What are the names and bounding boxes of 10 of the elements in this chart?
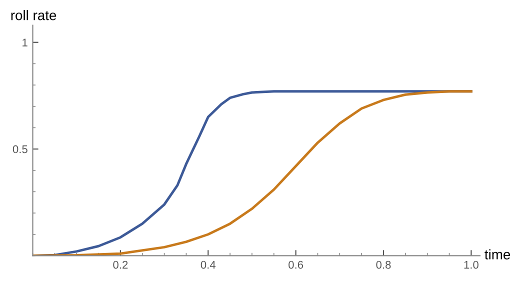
y-axis-title: roll rate [11,10,56,20]
x-tick-label: 0.6 [288,260,304,269]
x-tick-label: 1.0 [464,260,478,269]
y-tick-label: 0.5 [12,145,28,154]
y-tick-label: 1 [22,38,28,46]
line-series [32,90,472,256]
x-tick-label: 0.2 [113,260,128,269]
x-tick-label: 0.4 [200,260,216,269]
x-tick-label: 0.8 [376,260,391,269]
x-axis-title: time [484,249,510,260]
